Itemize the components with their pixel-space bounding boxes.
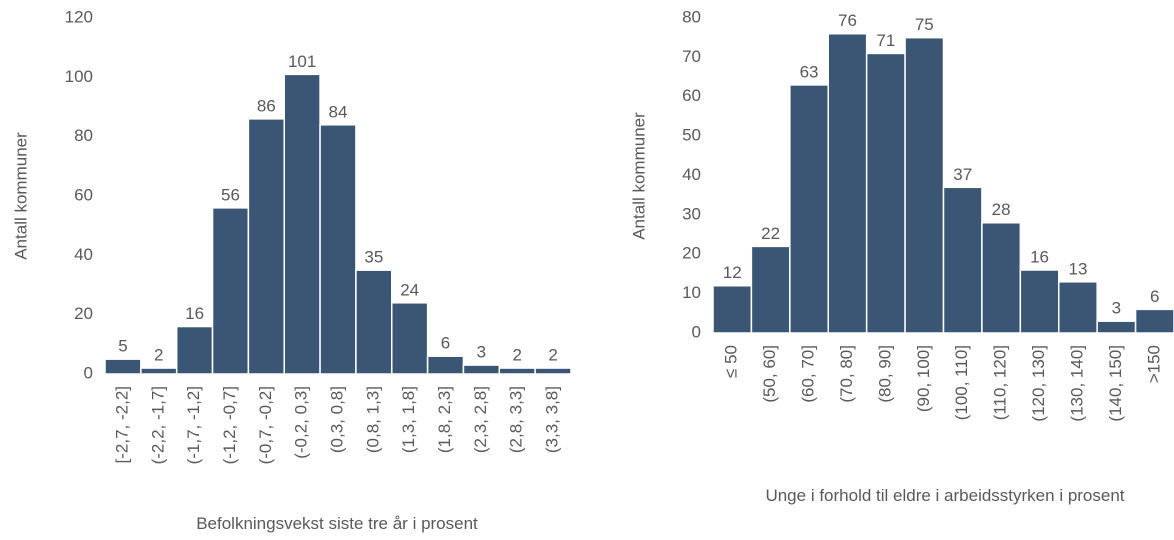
y-tick-label: 0 <box>84 363 93 382</box>
x-axis-title: Befolkningsvekst siste tre år i prosent <box>196 514 478 533</box>
data-label: 71 <box>876 31 895 50</box>
bar <box>942 186 983 334</box>
y-tick-label: 120 <box>65 7 93 26</box>
x-tick-label: (-1,2, -0,7] <box>220 386 239 464</box>
x-tick-label: (1,8, 2,3] <box>435 386 454 453</box>
y-tick-label: 50 <box>682 126 701 145</box>
y-tick-label: 80 <box>682 7 701 26</box>
y-tick-label: 40 <box>74 245 93 264</box>
x-tick-label: (110, 120] <box>991 345 1010 420</box>
x-tick-label: (50, 60] <box>760 345 779 403</box>
x-tick-label: [-2,7, -2,2] <box>112 386 131 463</box>
data-label: 22 <box>761 224 780 243</box>
x-tick-label: (2,8, 3,3] <box>507 386 526 453</box>
data-label: 12 <box>723 263 742 282</box>
y-tick-label: 60 <box>682 86 701 105</box>
data-label: 86 <box>257 96 276 115</box>
data-label: 2 <box>154 346 163 365</box>
data-label: 13 <box>1068 259 1087 278</box>
bar <box>534 367 572 375</box>
x-axis-title: Unge i forhold til eldre i arbeidsstyrke… <box>765 486 1125 505</box>
data-label: 16 <box>1030 247 1049 266</box>
bar <box>1058 281 1098 334</box>
bar <box>175 325 214 375</box>
x-tick-label: >150 <box>1144 345 1163 383</box>
data-label: 84 <box>329 102 348 121</box>
data-label: 101 <box>288 52 316 71</box>
y-tick-label: 20 <box>682 244 701 263</box>
y-tick-label: 10 <box>682 283 701 302</box>
bar <box>391 302 429 375</box>
data-label: 2 <box>512 346 521 365</box>
data-label: 75 <box>915 15 934 34</box>
data-label: 6 <box>441 334 450 353</box>
bar <box>140 367 178 375</box>
x-tick-label: (0,8, 1,3] <box>363 386 382 453</box>
x-tick-label: (-2,2, -1,7] <box>148 386 167 464</box>
bar <box>865 52 906 334</box>
data-label: 3 <box>477 343 486 362</box>
x-tick-label: (2,3, 2,8] <box>471 386 490 453</box>
x-tick-label: ≤ 50 <box>722 345 741 378</box>
y-tick-label: 40 <box>682 165 701 184</box>
x-tick-label: (90, 100] <box>914 345 933 412</box>
bar <box>211 207 250 375</box>
bar <box>827 33 868 334</box>
bar <box>283 73 321 375</box>
data-label: 28 <box>992 200 1011 219</box>
y-tick-label: 70 <box>682 47 701 66</box>
bar <box>247 118 285 375</box>
x-tick-label: (0,3, 0,8] <box>327 386 346 453</box>
x-tick-label: (1,3, 1,8] <box>399 386 418 453</box>
y-tick-label: 60 <box>74 185 93 204</box>
bar <box>426 355 465 375</box>
data-label: 56 <box>221 185 240 204</box>
x-tick-label: (70, 80] <box>837 345 856 403</box>
data-label: 3 <box>1112 299 1121 318</box>
bar <box>1134 308 1174 334</box>
bar <box>712 285 753 334</box>
data-label: 5 <box>118 337 127 356</box>
y-axis-title: Antall kommuner <box>629 112 648 240</box>
data-label: 76 <box>838 11 857 30</box>
bar <box>1019 269 1060 334</box>
x-tick-label: (60, 70] <box>799 345 818 403</box>
x-tick-label: (120, 130] <box>1029 345 1048 422</box>
y-tick-label: 80 <box>74 126 93 145</box>
data-label: 35 <box>364 248 383 267</box>
data-label: 24 <box>400 280 419 299</box>
x-tick-label: (140, 150] <box>1106 345 1125 422</box>
data-label: 2 <box>548 346 557 365</box>
y-tick-label: 20 <box>74 304 93 323</box>
bar <box>789 84 829 334</box>
bar <box>981 222 1022 334</box>
bar <box>462 364 501 375</box>
bar <box>498 367 536 375</box>
bar <box>104 358 142 375</box>
data-label: 37 <box>953 165 972 184</box>
bar <box>750 245 791 334</box>
x-tick-label: (130, 140] <box>1067 345 1086 422</box>
x-tick-label: (-0,7, -0,2] <box>256 386 275 464</box>
bar <box>319 124 357 375</box>
y-tick-label: 100 <box>65 67 93 86</box>
bar <box>904 36 945 334</box>
x-tick-label: (-0,2, 0,3] <box>292 386 311 459</box>
data-label: 6 <box>1150 287 1159 306</box>
x-tick-label: (100, 110] <box>952 345 971 420</box>
x-tick-label: (3,3, 3,8] <box>543 386 562 453</box>
x-tick-label: (-1,7, -1,2] <box>184 386 203 464</box>
data-label: 16 <box>185 304 204 323</box>
bar <box>355 269 393 375</box>
y-tick-label: 30 <box>682 204 701 223</box>
bar <box>1096 320 1137 334</box>
y-axis-title: Antall kommuner <box>11 132 30 260</box>
data-label: 63 <box>800 62 819 81</box>
y-tick-label: 0 <box>692 322 701 341</box>
x-tick-label: (80, 90] <box>875 345 894 403</box>
